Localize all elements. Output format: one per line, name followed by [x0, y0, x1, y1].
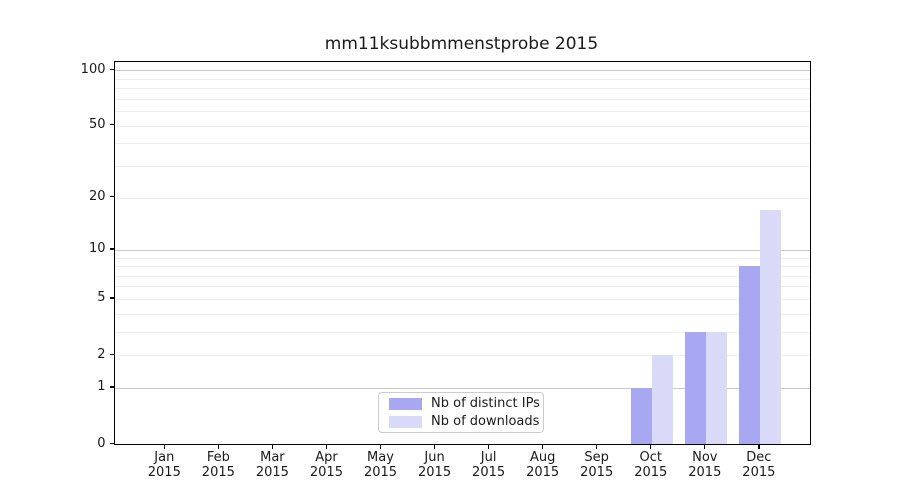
x-tick-mark	[488, 444, 490, 449]
x-tick-month: Sep	[584, 450, 609, 465]
y-tick-mark	[109, 196, 114, 198]
plot-area	[114, 61, 811, 445]
legend-label-downloads: Nb of downloads	[431, 414, 540, 429]
gridline-minor	[115, 313, 810, 315]
x-tick-year: 2015	[418, 465, 452, 480]
x-tick-label: Aug 2015	[513, 450, 573, 480]
y-tick-mark	[109, 297, 114, 299]
x-tick-month: Nov	[692, 450, 718, 465]
bar-downloads-nov	[705, 331, 727, 444]
y-tick-label: 100	[80, 61, 106, 77]
bar-distinct-ips-nov	[684, 331, 706, 444]
x-tick-mark	[704, 444, 706, 449]
gridline-minor	[115, 88, 810, 90]
gridline-major	[115, 70, 810, 72]
y-tick-mark	[109, 248, 114, 250]
x-tick-mark	[758, 444, 760, 449]
gridline-minor	[115, 165, 810, 167]
x-tick-label: Dec 2015	[729, 450, 789, 480]
x-tick-month: Jan	[154, 450, 175, 465]
legend-label-distinct-ips: Nb of distinct IPs	[431, 396, 540, 411]
x-tick-month: Jun	[424, 450, 445, 465]
x-tick-month: Oct	[639, 450, 662, 465]
x-tick-month: Jul	[480, 450, 497, 465]
x-tick-year: 2015	[147, 465, 181, 480]
gridline-minor	[115, 257, 810, 259]
x-tick-mark	[325, 444, 328, 449]
gridline-minor	[115, 355, 810, 357]
y-tick-label: 2	[97, 346, 106, 362]
x-tick-label: Jul 2015	[459, 450, 519, 480]
legend: Nb of distinct IPs Nb of downloads	[378, 392, 544, 433]
x-tick-label: May 2015	[351, 450, 411, 480]
x-tick-month: May	[367, 450, 394, 465]
y-tick-mark	[109, 442, 114, 444]
x-tick-year: 2015	[580, 465, 614, 480]
y-tick-label: 10	[88, 241, 106, 257]
y-tick-label: 50	[88, 117, 106, 133]
x-tick-label: Sep 2015	[567, 450, 627, 480]
bar-distinct-ips-oct	[630, 387, 652, 444]
y-tick-mark	[109, 124, 114, 126]
x-tick-label: Feb 2015	[188, 450, 248, 480]
x-tick-mark	[650, 444, 652, 449]
x-tick-year: 2015	[309, 465, 343, 480]
y-tick-mark	[109, 353, 114, 355]
legend-swatch-distinct-ips-icon	[389, 397, 422, 410]
legend-swatch-downloads-icon	[389, 415, 422, 428]
gridline-major	[115, 249, 810, 251]
gridline-minor	[115, 331, 810, 333]
x-tick-mark	[542, 444, 544, 449]
x-tick-year: 2015	[688, 465, 722, 480]
x-tick-label: Apr 2015	[296, 450, 356, 480]
x-tick-month: Mar	[260, 450, 285, 465]
x-tick-label: Jun 2015	[405, 450, 465, 480]
gridline-minor	[115, 266, 810, 268]
x-tick-mark	[380, 444, 382, 449]
x-tick-month: Aug	[529, 450, 556, 465]
x-tick-year: 2015	[634, 465, 668, 480]
gridline-major	[115, 387, 810, 389]
x-tick-label: Mar 2015	[242, 450, 302, 480]
x-tick-year: 2015	[526, 465, 560, 480]
x-tick-month: Dec	[746, 450, 772, 465]
x-tick-label: Oct 2015	[621, 450, 681, 480]
legend-item-distinct-ips: Nb of distinct IPs	[379, 396, 543, 411]
x-tick-mark	[596, 444, 598, 449]
x-tick-mark	[163, 444, 165, 449]
gridline-minor	[115, 286, 810, 288]
y-tick-label: 20	[88, 189, 106, 205]
y-tick-mark	[109, 68, 114, 71]
x-tick-year: 2015	[472, 465, 506, 480]
gridline-minor	[115, 78, 810, 80]
gridline-minor	[115, 98, 810, 100]
x-tick-mark	[217, 444, 220, 449]
x-tick-month: Apr	[315, 450, 338, 465]
bar-distinct-ips-dec	[738, 266, 760, 444]
x-tick-year: 2015	[363, 465, 398, 480]
gridline-minor	[115, 298, 810, 300]
gridline-minor	[115, 143, 810, 145]
gridline-minor	[115, 125, 810, 127]
y-tick-mark	[109, 386, 114, 388]
gridline-minor	[115, 111, 810, 113]
x-tick-year: 2015	[255, 465, 289, 480]
legend-item-downloads: Nb of downloads	[379, 414, 543, 429]
x-tick-label: Nov 2015	[675, 450, 735, 480]
chart-title: mm11ksubbmmenstprobe 2015	[324, 34, 599, 54]
x-tick-year: 2015	[742, 465, 776, 480]
bar-downloads-oct	[651, 355, 673, 444]
gridline-minor	[115, 275, 810, 277]
y-tick-label: 0	[97, 435, 106, 451]
x-tick-month: Feb	[206, 450, 230, 465]
x-tick-year: 2015	[201, 465, 235, 480]
x-tick-label: Jan 2015	[134, 450, 194, 480]
bar-downloads-dec	[759, 210, 781, 444]
gridline-minor	[115, 197, 810, 199]
y-tick-label: 5	[97, 290, 106, 306]
x-tick-mark	[434, 444, 436, 449]
y-tick-label: 1	[97, 379, 106, 395]
x-tick-mark	[271, 444, 274, 449]
